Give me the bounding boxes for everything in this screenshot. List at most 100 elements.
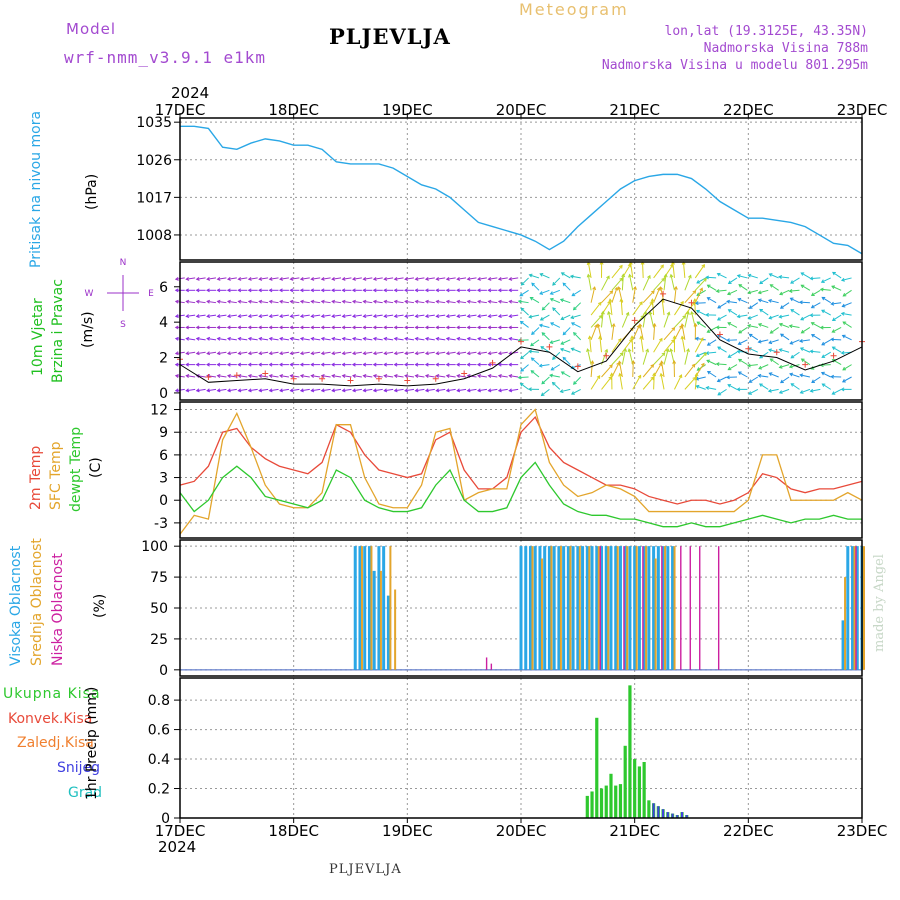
wind-arrow-head <box>466 325 471 330</box>
wind-arrow-shaft <box>642 290 655 304</box>
wind-arrow-shaft <box>758 339 769 343</box>
wind-arrow-head <box>798 300 803 305</box>
wind-arrow <box>299 314 310 319</box>
wind-arrow-shaft <box>332 338 342 341</box>
wind-arrow <box>476 362 487 367</box>
wind-arrow-head <box>320 374 325 378</box>
wind-arrow-shaft <box>477 277 487 280</box>
wind-arrow-head <box>352 336 356 341</box>
total_precip-bar <box>647 800 651 818</box>
wind-arrow <box>530 339 540 347</box>
wind-arrow-shaft <box>227 314 237 317</box>
wind-arrow-head <box>352 314 356 319</box>
wind-arrow-shaft <box>632 286 636 303</box>
wind-arrow-shaft <box>769 273 779 279</box>
wind-arrow-shaft <box>217 338 227 341</box>
wind-arrow-head <box>174 314 179 319</box>
wind-arrow <box>331 276 342 281</box>
wind-arrow-head <box>703 277 707 282</box>
wind-arrow <box>684 363 696 378</box>
wind-arrow-shaft <box>611 265 623 279</box>
wind-arrow-head <box>424 325 429 330</box>
wind-arrow-shaft <box>217 388 227 392</box>
wind-arrow-head <box>477 276 481 281</box>
wind-arrow-head <box>819 287 824 292</box>
wind-arrow <box>520 351 529 360</box>
wind-arrow-shaft <box>531 282 540 291</box>
wind-arrow-shaft <box>394 351 404 355</box>
wind-arrow-head <box>456 276 461 281</box>
wind-arrow-head <box>206 336 211 341</box>
wind-arrow-head <box>831 329 836 333</box>
wind-arrow-shaft <box>217 351 227 355</box>
wind-arrow-head <box>299 314 304 319</box>
wind-arrow-shaft <box>530 339 540 347</box>
wind-arrow <box>736 349 748 354</box>
wind-gust-marker <box>716 331 723 338</box>
wind-arrow-shaft <box>207 351 217 355</box>
wind-arrow-head <box>682 315 687 319</box>
wind-arrow <box>320 388 331 393</box>
wind-arrow <box>414 314 425 319</box>
wind-arrow-head <box>456 374 461 378</box>
wind-arrow-shaft <box>770 358 779 366</box>
wind-arrow <box>832 271 842 279</box>
wind-arrow-shaft <box>779 348 790 353</box>
wind-arrow <box>466 276 477 281</box>
wind-arrow-head <box>821 296 826 301</box>
wind-arrow-shaft <box>457 351 467 355</box>
wind-arrow-head <box>609 372 614 377</box>
product-title: Meteogram <box>519 0 629 19</box>
wind-arrow-shaft <box>457 314 467 317</box>
wind-arrow-head <box>497 299 502 304</box>
wind-arrow <box>331 374 342 378</box>
wind-arrow-head <box>716 272 721 277</box>
wind-arrow-shaft <box>352 314 362 317</box>
wind-arrow <box>476 325 487 330</box>
wind-arrow <box>435 288 446 293</box>
wind-arrow-head <box>530 342 534 347</box>
wind-arrow-head <box>790 309 795 313</box>
wind-arrow-head <box>550 322 554 326</box>
wind-arrow-shaft <box>520 321 529 328</box>
wind-arrow-head <box>352 388 356 393</box>
wind-arrow-shaft <box>770 327 779 334</box>
wind-arrow <box>768 273 779 279</box>
wind-arrow <box>737 339 748 346</box>
wind-arrow-head <box>623 347 628 352</box>
wind-arrow <box>289 325 300 330</box>
wind-arrow-shaft <box>332 351 342 355</box>
wind-arrow-head <box>435 276 440 281</box>
wind-arrow-shaft <box>601 311 604 328</box>
wind-arrow-shaft <box>196 300 206 304</box>
wind-arrow-shaft <box>779 323 790 328</box>
wind-arrow <box>531 327 540 336</box>
wind-arrow-head <box>609 364 613 369</box>
wind-arrow-head <box>672 360 677 364</box>
wind-arrow-shaft <box>279 338 290 341</box>
wind-arrow-shaft <box>672 261 675 278</box>
wind-arrow-shaft <box>621 312 629 328</box>
wind-arrow-head <box>393 314 398 319</box>
wind-arrow-head <box>289 374 294 378</box>
wind-arrow-shaft <box>498 277 508 280</box>
wind-arrow-shaft <box>321 351 331 355</box>
wind-arrow <box>477 314 487 319</box>
wind-arrow-head <box>540 392 545 397</box>
wind-arrow-head <box>268 362 273 367</box>
wind-arrow-shaft <box>238 338 248 341</box>
wind-arrow-head <box>736 349 741 354</box>
wind-arrow <box>195 314 206 319</box>
wind-arrow <box>819 325 831 330</box>
wind-arrow-shaft <box>248 375 258 378</box>
wind-arrow <box>320 374 331 378</box>
wind-arrow-shaft <box>653 373 655 390</box>
wind-arrow-shaft <box>352 300 362 304</box>
wind-arrow <box>669 273 675 291</box>
wind-arrow-head <box>466 388 471 393</box>
wind-arrow <box>216 351 227 356</box>
wind-gust-marker <box>574 363 581 370</box>
total_precip-bar <box>609 773 613 818</box>
wind-arrow <box>352 374 362 378</box>
wind-arrow <box>590 286 597 303</box>
